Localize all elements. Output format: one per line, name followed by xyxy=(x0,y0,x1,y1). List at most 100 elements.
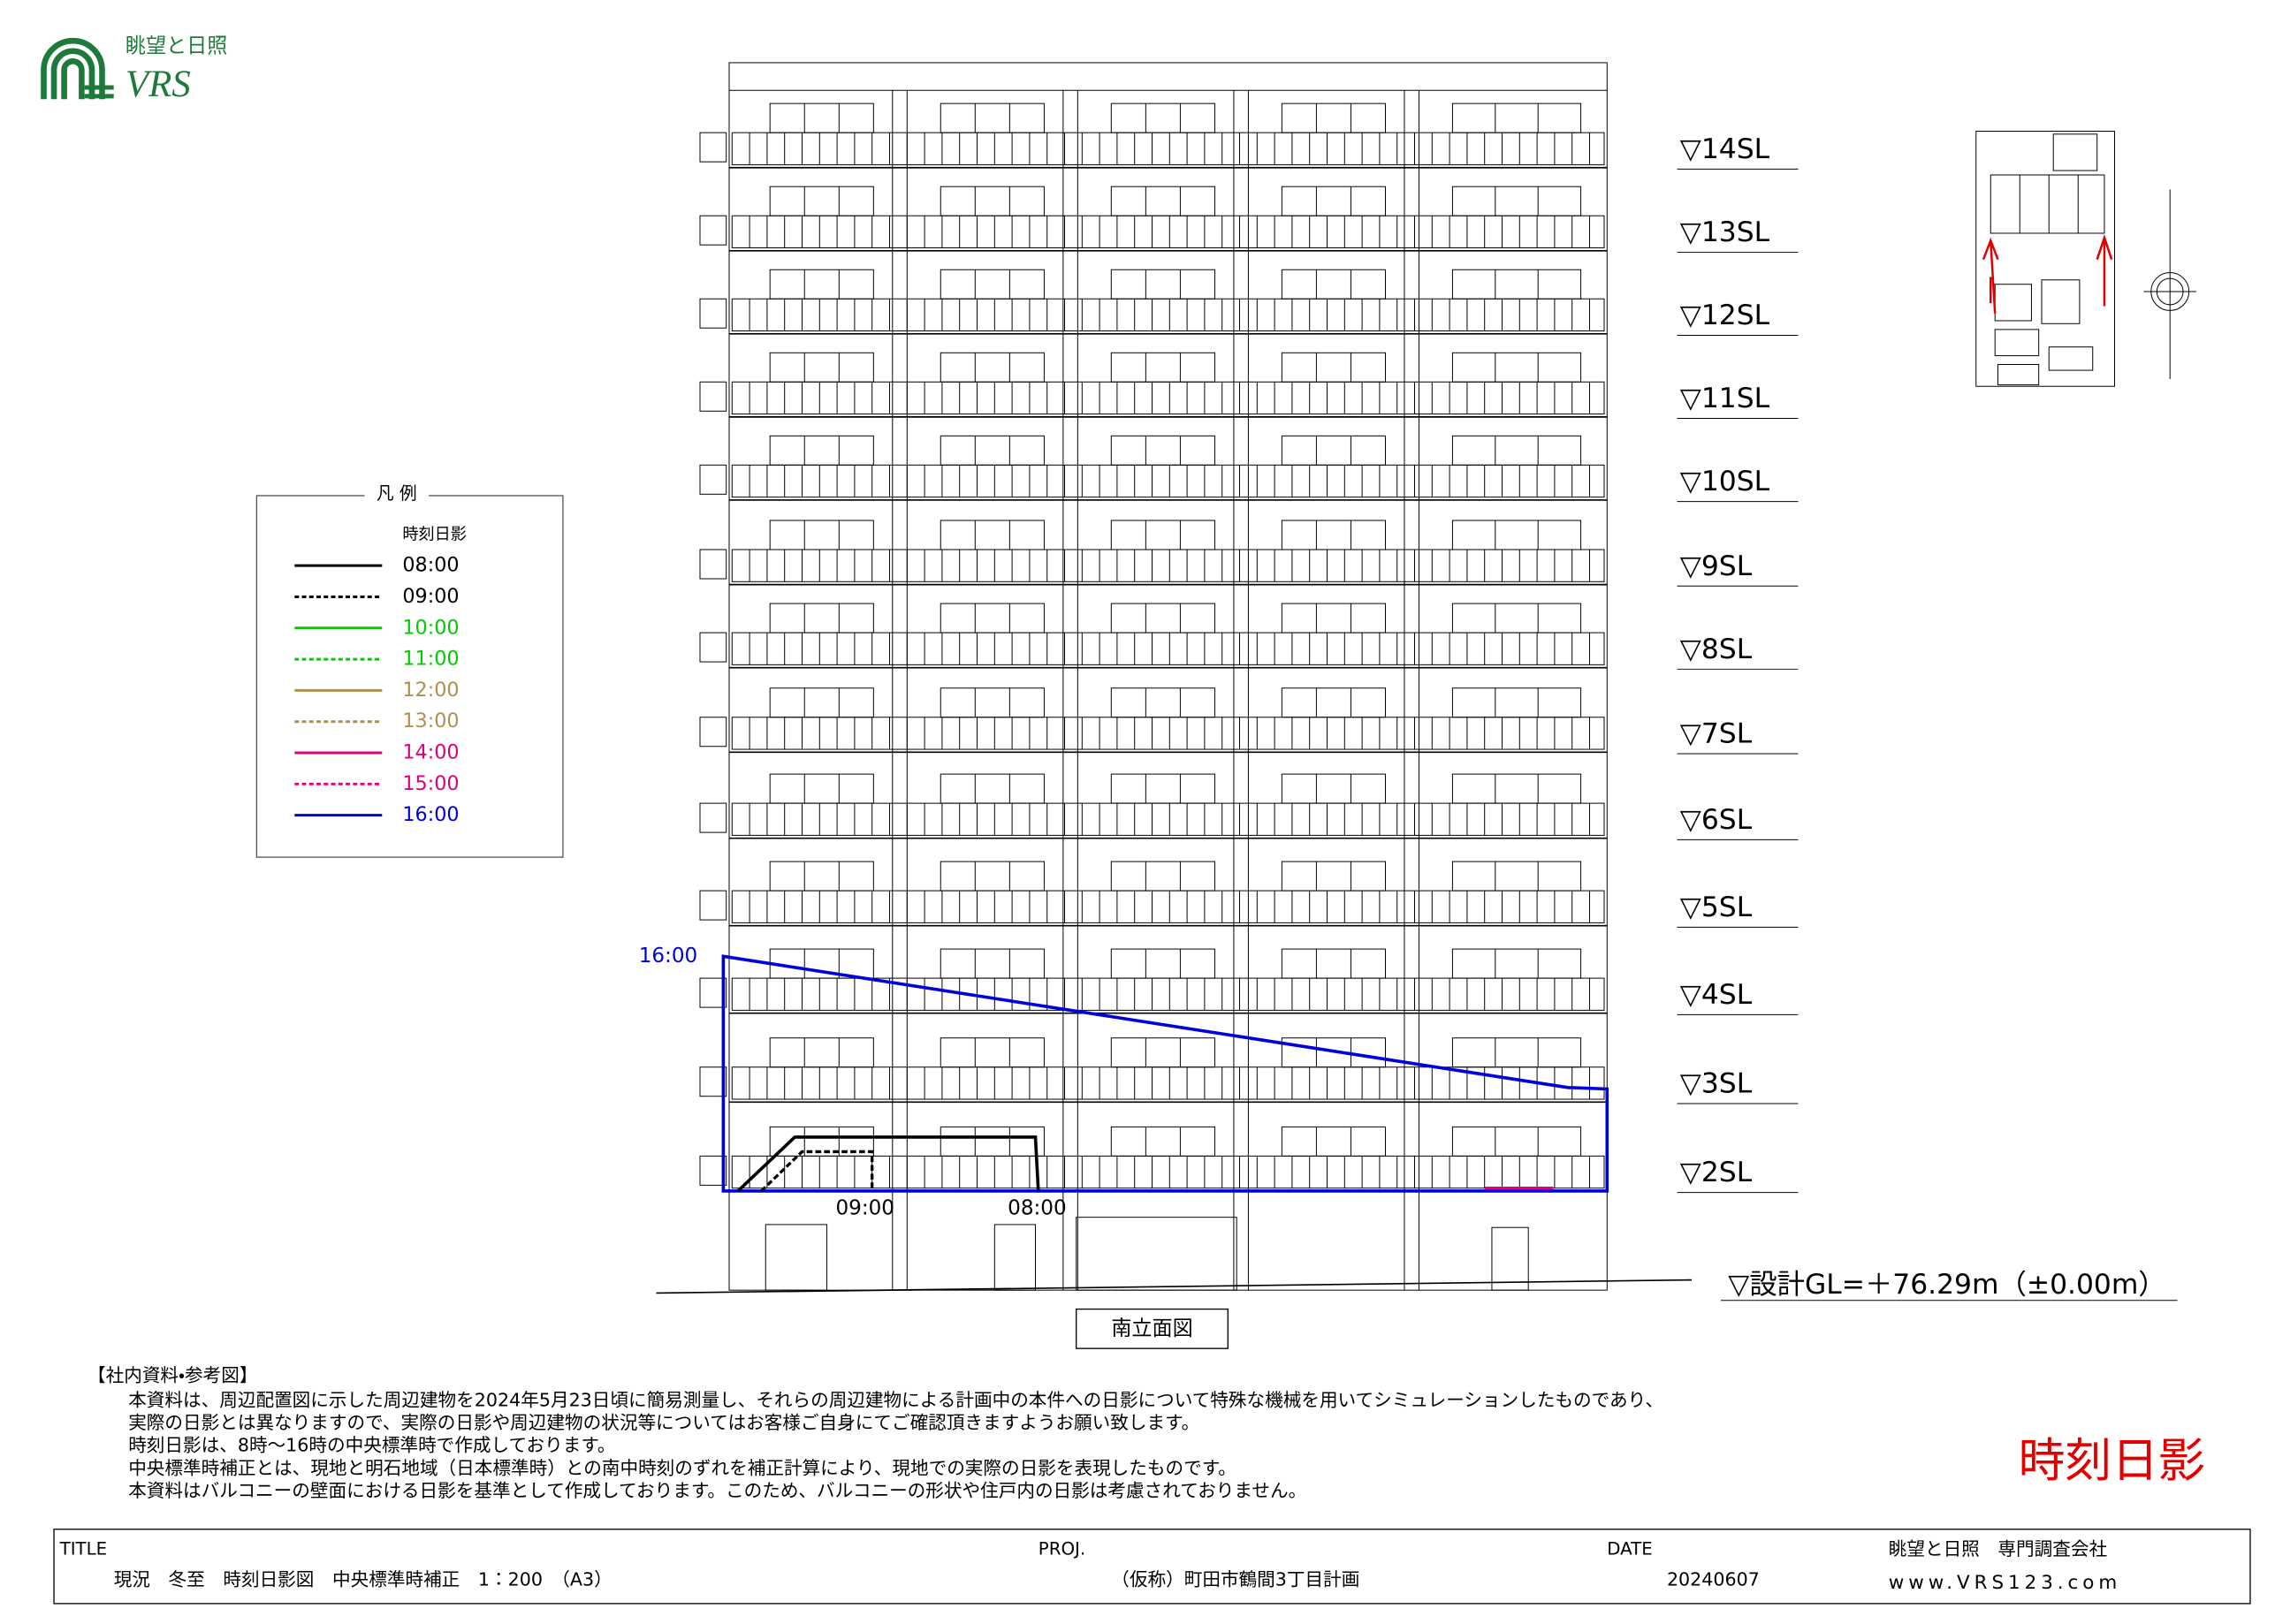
caption: 南立面図 xyxy=(1111,1317,1192,1340)
edge xyxy=(699,298,727,329)
edge xyxy=(1281,269,1386,300)
level-label: ▽12SL xyxy=(1680,300,1770,331)
edge xyxy=(769,352,874,383)
legend: 凡 例 時刻日影 08:00 09:00 10:00 11:00 12:00 13:00 1… xyxy=(255,483,564,858)
level-label: ▽2SL xyxy=(1680,1157,1753,1188)
edge xyxy=(940,773,1045,804)
edge xyxy=(769,1126,874,1157)
note-line: 実際の日影とは異なりますので、実際の日影や周辺建物の状況等についてはお客様ご自身… xyxy=(128,1412,1199,1433)
shadow-label: 09:00 xyxy=(835,1196,894,1219)
edge xyxy=(769,435,874,466)
edge xyxy=(769,861,874,892)
edge xyxy=(1451,603,1582,634)
notes-heading: 【社内資料・参考図】 xyxy=(88,1365,258,1386)
date: 20240607 xyxy=(1667,1569,1760,1590)
edge xyxy=(940,435,1045,466)
edge xyxy=(699,549,727,580)
edge xyxy=(1281,948,1386,979)
edge xyxy=(699,381,727,412)
edge xyxy=(731,215,1605,248)
edge xyxy=(769,948,874,979)
edge xyxy=(1451,520,1582,550)
edge xyxy=(699,890,727,921)
edge xyxy=(1281,603,1386,634)
edge xyxy=(731,298,1605,332)
legend-label: 10:00 xyxy=(402,616,459,639)
edge xyxy=(769,520,874,550)
edge xyxy=(1076,1217,1237,1291)
edge xyxy=(1451,435,1582,466)
edge xyxy=(1451,102,1582,133)
edge xyxy=(940,948,1045,979)
edge xyxy=(1451,186,1582,216)
legend-label: 12:00 xyxy=(402,679,459,702)
proj: （仮称）町田市鶴間3丁目計画 xyxy=(1111,1569,1359,1590)
level-label: ▽11SL xyxy=(1680,383,1770,414)
shadow-lines: 16:00 09:00 08:00 xyxy=(639,945,1609,1219)
edge xyxy=(731,132,1605,165)
level-label: ▽8SL xyxy=(1680,634,1753,665)
edge xyxy=(731,802,1605,836)
edge xyxy=(993,1224,1036,1291)
edge xyxy=(1110,773,1215,804)
logo: 眺望と日照 VRS xyxy=(41,34,227,105)
site-map xyxy=(1975,130,2196,387)
notes: 【社内資料・参考図】 本資料は、周辺配置図に示した周辺建物を2024年5月23日… xyxy=(88,1365,1663,1501)
url: www.VRS123.com xyxy=(1889,1572,2121,1594)
level-label: ▽14SL xyxy=(1680,133,1770,165)
edge xyxy=(940,102,1045,133)
edge xyxy=(1110,520,1215,550)
edge xyxy=(769,186,874,216)
shadow-label: 16:00 xyxy=(639,945,698,968)
edge xyxy=(1451,269,1582,300)
edge xyxy=(1451,948,1582,979)
edge xyxy=(769,269,874,300)
level-label: ▽4SL xyxy=(1680,979,1753,1011)
edge xyxy=(1281,1126,1386,1157)
edge xyxy=(1110,861,1215,892)
edge xyxy=(731,632,1605,665)
edge xyxy=(731,381,1605,415)
edge xyxy=(1281,520,1386,550)
edge xyxy=(728,62,1608,1291)
logo-jp: 眺望と日照 xyxy=(126,34,227,57)
edge xyxy=(1110,603,1215,634)
edge xyxy=(731,717,1605,750)
edge xyxy=(1491,1226,1529,1291)
title-block: TITLE 現況 冬至 時刻日影図 中央標準時補正 1：200 （A3） PRO… xyxy=(53,1529,2251,1605)
caption-box xyxy=(1076,1308,1229,1349)
edge xyxy=(940,687,1045,718)
legend-label: 13:00 xyxy=(402,710,459,732)
shadow-label: 08:00 xyxy=(1008,1196,1067,1219)
edge xyxy=(731,1155,1605,1189)
edge xyxy=(699,215,727,246)
logo-en: VRS xyxy=(126,64,191,105)
edge xyxy=(940,352,1045,383)
edge xyxy=(1281,102,1386,133)
edge xyxy=(1451,1126,1582,1157)
edge xyxy=(940,603,1045,634)
edge xyxy=(769,603,874,634)
edge xyxy=(1451,1037,1582,1068)
stamp: 時刻日影 xyxy=(2019,1434,2205,1488)
edge xyxy=(731,464,1605,498)
edge xyxy=(1110,948,1215,979)
level-label: ▽6SL xyxy=(1680,804,1753,836)
level-label: ▽3SL xyxy=(1680,1068,1753,1100)
edge xyxy=(1110,352,1215,383)
edge xyxy=(1110,1126,1215,1157)
level-label: ▽7SL xyxy=(1680,718,1753,750)
edge xyxy=(940,520,1045,550)
edge xyxy=(1110,1037,1215,1068)
note-line: 本資料はバルコニーの壁面における日影を基準として作成しております。このため、バル… xyxy=(128,1480,1306,1501)
company: 眺望と日照 専門調査会社 xyxy=(1889,1538,2108,1559)
edge xyxy=(1281,352,1386,383)
edge xyxy=(1451,352,1582,383)
edge xyxy=(765,1224,828,1291)
edge xyxy=(1281,435,1386,466)
edge xyxy=(699,632,727,663)
legend-label: 16:00 xyxy=(402,803,459,826)
edge xyxy=(699,802,727,833)
